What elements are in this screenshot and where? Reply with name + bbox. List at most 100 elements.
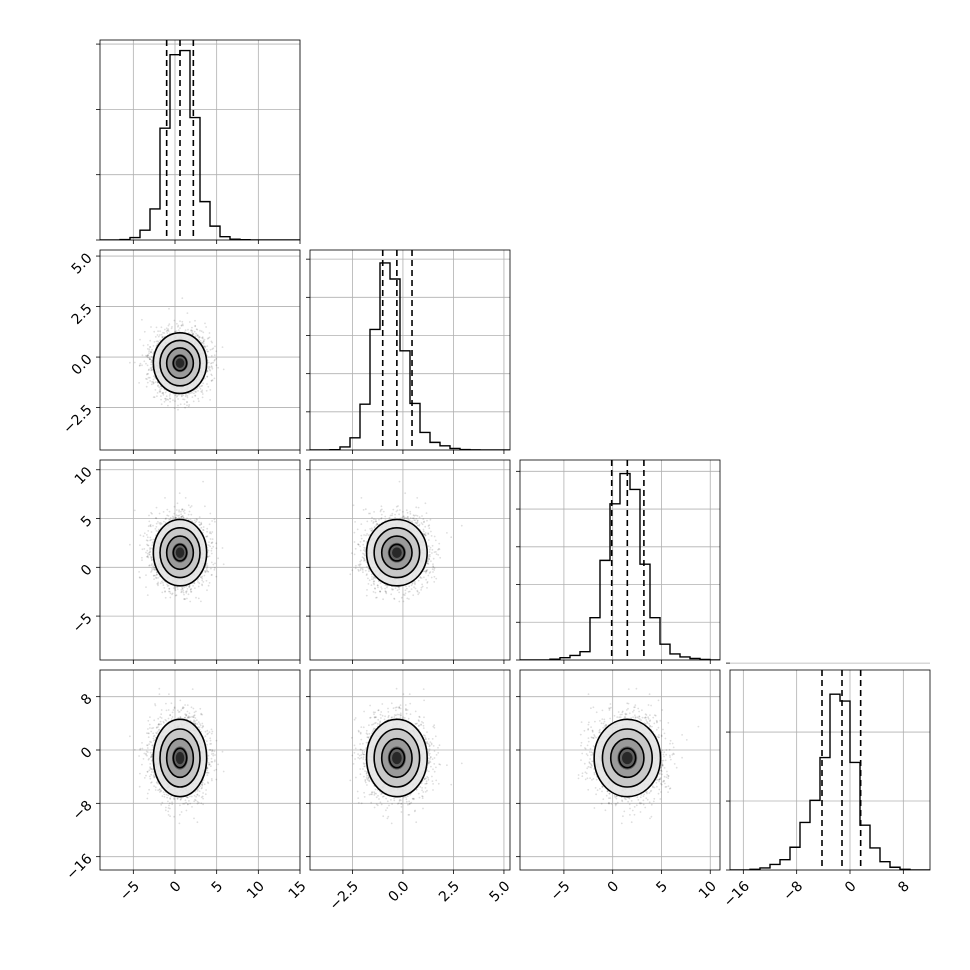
sample-point xyxy=(188,586,191,589)
sample-point xyxy=(188,332,190,334)
sample-point xyxy=(146,348,149,350)
sample-point xyxy=(180,588,183,591)
sample-point xyxy=(207,367,210,370)
sample-point xyxy=(190,329,193,331)
sample-point xyxy=(154,517,157,519)
sample-point xyxy=(147,354,150,356)
sample-point xyxy=(146,549,149,552)
sample-point xyxy=(167,324,170,327)
sample-point xyxy=(150,556,153,559)
sample-point xyxy=(184,598,187,600)
sample-point xyxy=(207,544,210,547)
sample-point xyxy=(209,512,212,515)
axes-frame xyxy=(309,249,511,451)
sample-point xyxy=(179,403,182,406)
sample-point xyxy=(221,346,224,348)
sample-point xyxy=(202,529,204,531)
sample-point xyxy=(204,377,206,380)
contour-3 xyxy=(172,354,188,372)
sample-point xyxy=(183,593,185,596)
sample-point xyxy=(205,535,207,538)
sample-point xyxy=(162,393,165,396)
sample-point xyxy=(184,406,187,409)
sample-point xyxy=(146,544,149,547)
sample-point xyxy=(168,590,170,593)
sample-point xyxy=(201,389,204,392)
sample-point xyxy=(180,394,183,397)
sample-point xyxy=(183,403,186,405)
sample-point xyxy=(192,400,195,403)
sample-point xyxy=(155,506,158,509)
sample-point xyxy=(184,329,187,332)
sample-point xyxy=(165,517,167,520)
sample-point xyxy=(178,492,181,495)
sample-point xyxy=(185,590,188,592)
sample-point xyxy=(159,391,161,394)
sample-point xyxy=(197,336,200,339)
sample-point xyxy=(210,567,212,570)
sample-point xyxy=(194,325,197,328)
sample-point xyxy=(193,582,196,584)
sample-point xyxy=(200,523,203,526)
sample-point xyxy=(213,377,216,380)
sample-point xyxy=(169,400,172,403)
sample-point xyxy=(168,395,171,397)
sample-point xyxy=(183,598,186,601)
sample-point xyxy=(192,333,195,336)
sample-point xyxy=(147,556,150,559)
sample-point xyxy=(141,556,143,559)
sample-point xyxy=(194,324,197,327)
sample-point xyxy=(198,523,201,526)
sample-point xyxy=(174,587,177,590)
sample-point xyxy=(176,588,179,590)
sample-point xyxy=(188,510,191,513)
sample-point xyxy=(202,382,205,385)
sample-point xyxy=(206,566,209,569)
sample-point xyxy=(194,390,197,393)
sample-point xyxy=(202,341,205,343)
sample-point xyxy=(180,324,183,327)
sample-point xyxy=(209,369,212,372)
sample-point xyxy=(210,340,213,343)
sample-point xyxy=(162,392,164,394)
sample-point xyxy=(146,555,149,558)
sample-point xyxy=(207,385,210,388)
sample-point xyxy=(167,515,170,517)
sample-point xyxy=(145,354,147,357)
sample-point xyxy=(186,395,189,397)
sample-point xyxy=(141,364,143,367)
sample-point xyxy=(203,340,205,343)
sample-point xyxy=(206,375,209,378)
sample-point xyxy=(141,559,143,561)
sample-point xyxy=(145,551,147,554)
sample-point xyxy=(153,341,156,343)
sample-point xyxy=(178,509,181,512)
hist-panel-1 xyxy=(306,249,511,454)
sample-point xyxy=(175,517,177,520)
histogram-3 xyxy=(730,693,930,870)
sample-point xyxy=(161,335,164,338)
sample-point xyxy=(152,568,155,571)
sample-point xyxy=(213,567,216,569)
sample-point xyxy=(190,590,192,593)
sample-point xyxy=(208,368,211,371)
sample-point xyxy=(166,329,169,332)
sample-point xyxy=(149,536,152,539)
sample-point xyxy=(163,400,166,403)
sample-point xyxy=(150,366,153,369)
sample-point xyxy=(173,505,176,508)
sample-point xyxy=(164,497,166,499)
contour-0 xyxy=(152,332,208,395)
sample-point xyxy=(143,532,146,535)
sample-point xyxy=(149,539,152,542)
sample-point xyxy=(194,319,196,322)
sample-point xyxy=(149,548,151,551)
scatter-panel-2-0 xyxy=(100,460,300,660)
sample-point xyxy=(146,381,149,384)
sample-point xyxy=(200,390,203,393)
sample-point xyxy=(146,539,149,542)
sample-point xyxy=(199,524,201,526)
sample-point xyxy=(193,392,195,395)
sample-point xyxy=(199,329,201,332)
